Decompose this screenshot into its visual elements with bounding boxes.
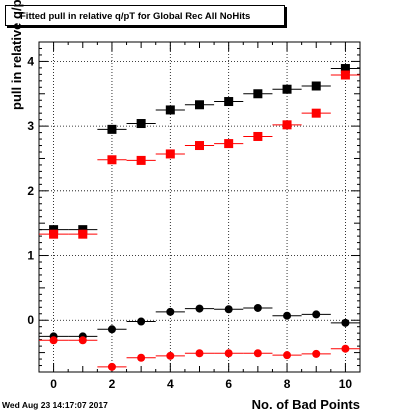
- data-point-square: [282, 120, 292, 130]
- y-tick-label: 3: [27, 119, 34, 133]
- data-point-square: [136, 155, 146, 165]
- data-point-circle: [137, 353, 146, 362]
- data-point-square: [195, 141, 204, 151]
- x-tick-label: 4: [167, 377, 174, 391]
- timestamp: Wed Aug 23 14:17:07 2017: [2, 400, 108, 410]
- data-point-square: [165, 149, 175, 159]
- data-point-square: [311, 108, 321, 118]
- y-tick-label: 2: [27, 184, 34, 198]
- data-point-circle: [49, 336, 58, 345]
- chart-title-box: Fitted pull in relative q/pT for Global …: [5, 5, 285, 26]
- data-point-circle: [195, 349, 204, 358]
- data-point-square: [253, 89, 263, 99]
- data-point-square: [49, 229, 59, 239]
- data-point-square: [165, 105, 175, 115]
- data-point-square: [224, 97, 234, 107]
- x-tick-label: 8: [284, 377, 291, 391]
- y-tick-label: 0: [27, 313, 34, 327]
- data-point-square: [78, 229, 88, 239]
- data-point-square: [340, 70, 350, 80]
- data-point-circle: [253, 303, 262, 312]
- data-point-square: [340, 64, 350, 74]
- data-point-square: [282, 84, 292, 94]
- data-point-circle: [283, 311, 292, 320]
- y-tick-label: 1: [27, 249, 34, 263]
- data-point-square: [136, 119, 146, 129]
- x-tick-label: 10: [339, 377, 353, 391]
- x-axis-label: No. of Bad Points: [251, 397, 360, 412]
- data-point-square: [107, 124, 117, 134]
- data-point-circle: [341, 318, 350, 327]
- data-point-circle: [224, 305, 233, 314]
- y-axis-label: pull in relative q/pT: [9, 0, 24, 110]
- data-point-circle: [224, 349, 233, 358]
- x-tick-label: 2: [109, 377, 116, 391]
- data-point-square: [78, 225, 88, 235]
- data-point-square: [195, 100, 204, 110]
- data-point-circle: [253, 349, 262, 358]
- x-tick-label: 0: [50, 377, 57, 391]
- data-point-circle: [312, 310, 321, 319]
- data-point-circle: [107, 325, 116, 334]
- data-point-circle: [195, 304, 204, 313]
- data-point-square: [311, 81, 321, 91]
- data-point-square: [49, 225, 59, 235]
- data-point-circle: [166, 351, 175, 360]
- data-point-circle: [78, 336, 87, 345]
- y-tick-label: 4: [27, 54, 34, 68]
- data-point-circle: [341, 344, 350, 353]
- data-point-square: [224, 139, 234, 149]
- plot-frame: [38, 41, 361, 373]
- data-point-circle: [283, 351, 292, 360]
- data-point-square: [253, 131, 263, 141]
- data-point-circle: [137, 317, 146, 326]
- data-point-circle: [107, 362, 116, 371]
- x-tick-label: 6: [225, 377, 232, 391]
- data-point-square: [107, 155, 117, 165]
- data-point-circle: [166, 307, 175, 316]
- chart-title: Fitted pull in relative q/pT for Global …: [20, 11, 251, 22]
- data-point-circle: [312, 349, 321, 358]
